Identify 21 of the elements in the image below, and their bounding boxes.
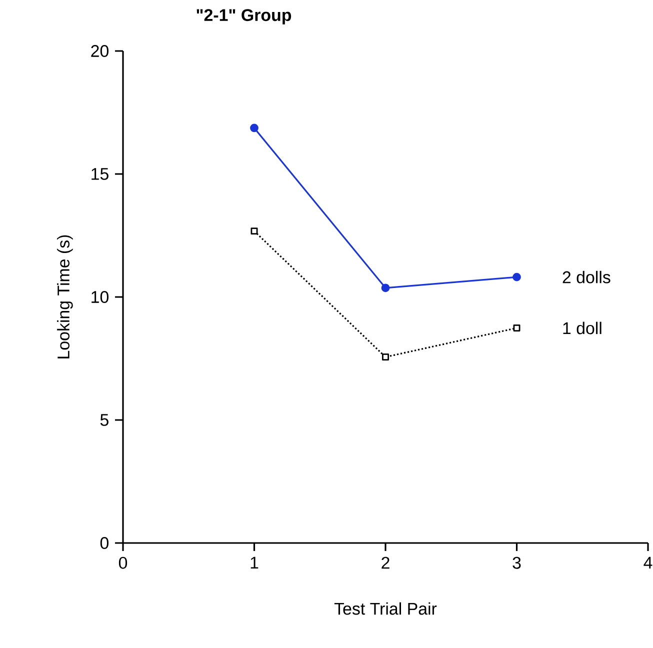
point [381,284,390,292]
x-tick-label: 3 [512,556,521,569]
point [513,324,520,332]
y-tick-label: 20 [91,44,108,57]
chart-title: "2-1" Group [196,9,292,24]
x-tick-label: 4 [644,556,652,568]
point [250,124,258,132]
text: 1 doll [563,322,602,334]
y-tick-label: 15 [92,168,108,180]
x-tick-label: 1 [250,556,258,568]
point [250,228,258,235]
y-axis-title: Looking Time (s) [57,235,73,358]
y-tick-label: 5 [100,414,108,426]
text: 2 dolls [562,270,610,284]
x-tick-label: 2 [382,556,390,569]
x-tick-label: 0 [118,556,128,569]
y-tick-label: 10 [92,291,108,303]
point [382,354,389,361]
x-axis-title: Test Trial Pair [334,602,437,615]
point [512,272,521,282]
y-tick-label: 0 [100,537,108,549]
